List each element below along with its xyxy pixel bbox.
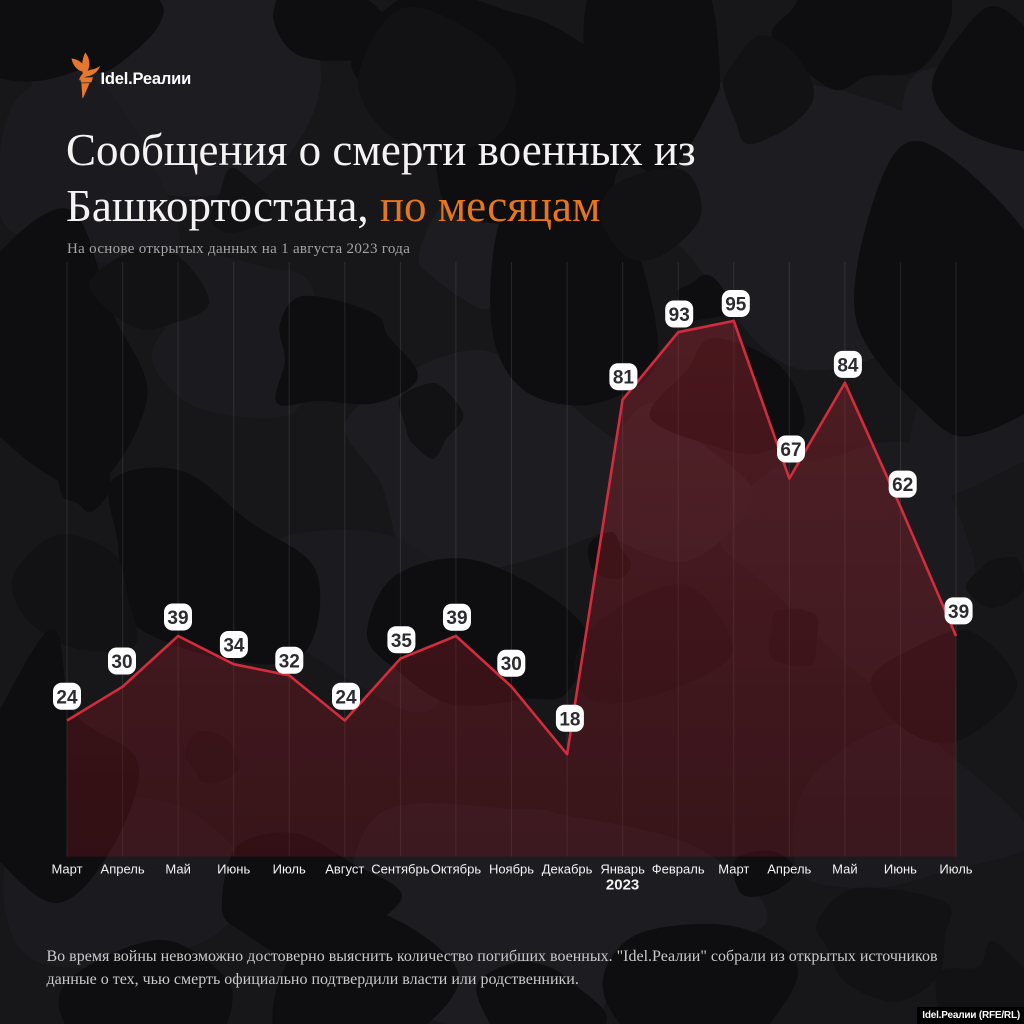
svg-text:35: 35	[391, 631, 413, 652]
svg-text:24: 24	[56, 687, 78, 708]
svg-text:84: 84	[837, 355, 859, 376]
svg-text:34: 34	[223, 636, 245, 657]
svg-text:Март: Март	[51, 861, 82, 876]
svg-text:39: 39	[446, 608, 467, 629]
svg-text:24: 24	[335, 687, 357, 708]
svg-text:39: 39	[948, 602, 969, 623]
svg-text:Май: Май	[832, 861, 857, 876]
svg-text:62: 62	[892, 475, 913, 496]
svg-text:39: 39	[167, 608, 188, 629]
svg-text:81: 81	[613, 368, 635, 389]
svg-text:18: 18	[559, 709, 580, 730]
svg-text:2023: 2023	[606, 877, 639, 894]
svg-text:Июль: Июль	[273, 861, 306, 876]
svg-text:95: 95	[725, 295, 747, 316]
svg-text:Апрель: Апрель	[101, 861, 145, 876]
svg-text:Май: Май	[165, 861, 190, 876]
svg-text:Июль: Июль	[939, 861, 972, 876]
svg-text:67: 67	[780, 440, 801, 461]
svg-text:Июнь: Июнь	[217, 861, 250, 876]
svg-text:Март: Март	[718, 861, 749, 876]
svg-text:Декабрь: Декабрь	[542, 861, 593, 876]
svg-text:Август: Август	[325, 861, 364, 876]
svg-text:Июнь: Июнь	[884, 861, 917, 876]
svg-text:32: 32	[279, 651, 300, 672]
svg-text:Октябрь: Октябрь	[431, 861, 482, 876]
svg-text:Февраль: Февраль	[652, 861, 705, 876]
svg-text:Январь: Январь	[600, 861, 645, 876]
svg-text:Сентябрь: Сентябрь	[371, 861, 429, 876]
svg-text:Апрель: Апрель	[767, 861, 811, 876]
svg-text:30: 30	[501, 654, 522, 675]
svg-text:Ноябрь: Ноябрь	[489, 861, 534, 876]
svg-text:30: 30	[111, 652, 132, 673]
svg-text:93: 93	[669, 305, 690, 326]
